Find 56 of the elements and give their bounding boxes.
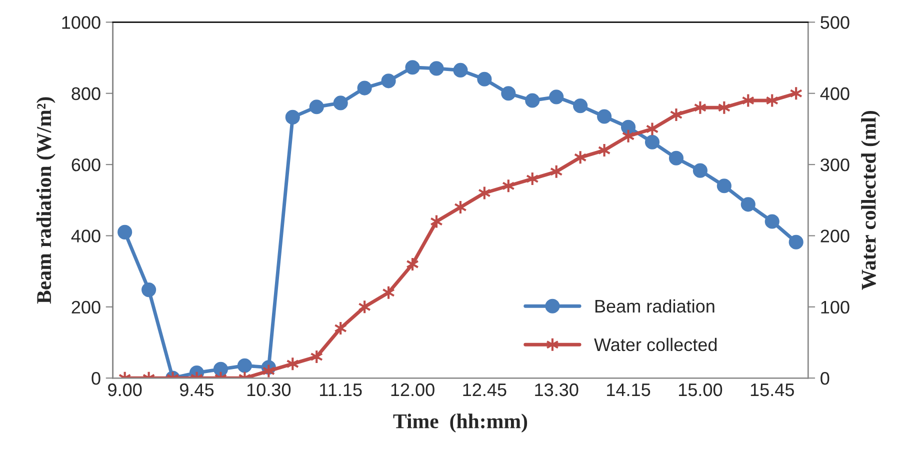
point bbox=[477, 72, 492, 86]
x-tick-label: 12.45 bbox=[463, 383, 506, 396]
point bbox=[333, 96, 348, 110]
x-tick-label: 14.15 bbox=[607, 384, 650, 396]
point bbox=[405, 60, 420, 75]
point bbox=[716, 178, 732, 194]
point bbox=[740, 197, 756, 212]
y2-tick-label: 0 bbox=[820, 372, 830, 385]
y-axis-title: Beam radiation (W/m²) bbox=[36, 97, 56, 304]
x-tick-label: 9.45 bbox=[180, 383, 214, 396]
y-tick-label: 0 bbox=[92, 372, 100, 385]
point bbox=[644, 134, 660, 150]
point bbox=[213, 362, 228, 376]
point bbox=[453, 62, 468, 78]
point bbox=[549, 90, 564, 104]
y2-tick-label: 500 bbox=[820, 16, 850, 29]
point bbox=[381, 74, 396, 88]
point bbox=[764, 214, 780, 229]
point bbox=[597, 109, 612, 124]
y-tick-label: 800 bbox=[72, 87, 100, 100]
point bbox=[646, 122, 659, 136]
x-tick-label: 11.15 bbox=[320, 384, 362, 396]
x-tick-label: 9.00 bbox=[108, 383, 142, 396]
x-tick-label: 15.00 bbox=[678, 383, 722, 396]
point bbox=[357, 80, 372, 96]
point bbox=[309, 100, 324, 114]
legend-label: Beam radiation bbox=[595, 299, 714, 313]
y2-tick-label: 100 bbox=[821, 300, 850, 314]
point bbox=[525, 93, 540, 108]
x-tick-label: 10.30 bbox=[247, 383, 291, 396]
y-tick-label: 400 bbox=[71, 230, 100, 242]
point bbox=[429, 61, 444, 76]
point bbox=[118, 224, 132, 240]
point bbox=[620, 120, 636, 134]
x-tick-label: 12.00 bbox=[391, 383, 434, 396]
point bbox=[622, 128, 635, 144]
point bbox=[670, 107, 683, 122]
y-tick-label: 600 bbox=[72, 158, 100, 172]
point bbox=[237, 358, 252, 373]
point bbox=[501, 86, 516, 101]
y2-tick-label: 400 bbox=[820, 87, 850, 100]
y2-tick-label: 300 bbox=[820, 158, 850, 172]
y2-tick-label: 200 bbox=[820, 230, 850, 242]
point bbox=[692, 163, 708, 178]
x-tick-label: 13.30 bbox=[535, 383, 578, 396]
point bbox=[668, 150, 684, 166]
x-axis-title: Time (hh:mm) bbox=[393, 414, 528, 433]
point bbox=[285, 110, 300, 124]
y-tick-label: 1000 bbox=[62, 16, 100, 29]
y2-axis-title: Water collected (ml) bbox=[861, 110, 880, 290]
point bbox=[788, 234, 804, 250]
point bbox=[142, 282, 156, 298]
point bbox=[573, 98, 588, 114]
legend-label: Water collected bbox=[594, 338, 717, 352]
y-tick-label: 200 bbox=[72, 300, 100, 314]
x-tick-label: 15.45 bbox=[750, 384, 794, 396]
